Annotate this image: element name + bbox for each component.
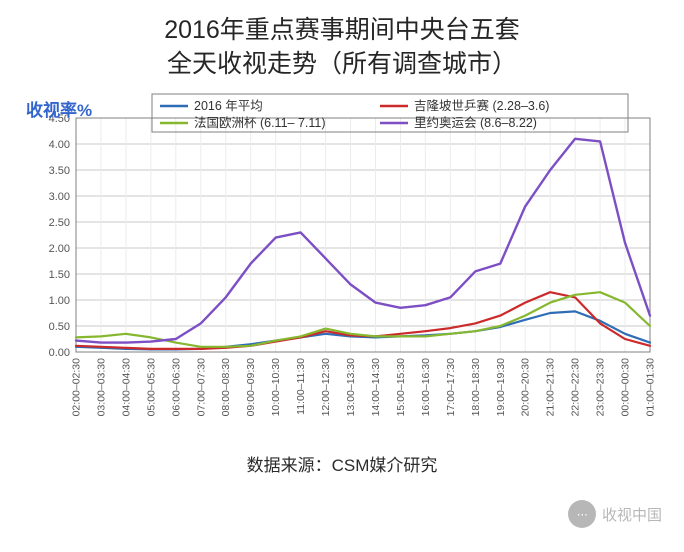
- svg-text:0.50: 0.50: [49, 321, 70, 333]
- svg-text:0.00: 0.00: [49, 347, 70, 359]
- svg-text:21:00–21:30: 21:00–21:30: [545, 357, 557, 416]
- svg-text:3.50: 3.50: [49, 165, 70, 177]
- line-chart: 0.000.501.001.502.002.503.003.504.004.50…: [20, 92, 662, 432]
- svg-text:10:00–10:30: 10:00–10:30: [270, 357, 282, 416]
- svg-text:15:00–15:30: 15:00–15:30: [395, 357, 407, 416]
- svg-text:07:00–07:30: 07:00–07:30: [195, 357, 207, 416]
- svg-text:11:00–11:30: 11:00–11:30: [295, 357, 307, 414]
- svg-text:05:00–05:30: 05:00–05:30: [145, 357, 157, 416]
- svg-text:22:00–22:30: 22:00–22:30: [570, 357, 582, 416]
- svg-text:03:00–03:30: 03:00–03:30: [95, 357, 107, 416]
- watermark-text: 收视中国: [602, 504, 662, 525]
- svg-text:2016 年平均: 2016 年平均: [194, 99, 263, 113]
- svg-text:01:00–01:30: 01:00–01:30: [645, 357, 657, 416]
- svg-text:2.00: 2.00: [49, 243, 70, 255]
- svg-text:里约奥运会 (8.6–8.22): 里约奥运会 (8.6–8.22): [414, 115, 537, 130]
- chart-area: 收视率% 0.00 0.50 1.00 1.50 2.00 2.50 3.00 3.50 4.0…: [20, 92, 664, 437]
- svg-text:1.50: 1.50: [49, 269, 70, 281]
- svg-text:20:00–20:30: 20:00–20:30: [520, 357, 532, 416]
- title-line-1: 2016年重点赛事期间中央台五套: [0, 14, 684, 48]
- svg-text:3.00: 3.00: [49, 191, 70, 203]
- svg-text:4.00: 4.00: [49, 139, 70, 151]
- svg-text:06:00–06:30: 06:00–06:30: [170, 357, 182, 416]
- y-axis-title: 收视率%: [26, 96, 92, 121]
- svg-text:14:00–14:30: 14:00–14:30: [370, 357, 382, 416]
- svg-text:2.50: 2.50: [49, 217, 70, 229]
- wechat-icon: ⋯: [568, 500, 596, 528]
- data-source: 数据来源：CSM媒介研究: [0, 451, 684, 476]
- svg-text:13:00–13:30: 13:00–13:30: [345, 357, 357, 416]
- svg-text:1.00: 1.00: [49, 295, 70, 307]
- svg-text:02:00–02:30: 02:00–02:30: [71, 357, 83, 416]
- svg-text:09:00–09:30: 09:00–09:30: [245, 357, 257, 416]
- chart-title: 2016年重点赛事期间中央台五套 全天收视走势（所有调查城市）: [0, 0, 684, 82]
- svg-text:法国欧洲杯 (6.11– 7.11): 法国欧洲杯 (6.11– 7.11): [194, 116, 326, 130]
- svg-text:吉隆坡世乒赛 (2.28–3.6): 吉隆坡世乒赛 (2.28–3.6): [414, 98, 549, 113]
- svg-text:00:00–00:30: 00:00–00:30: [620, 357, 632, 416]
- svg-text:18:00–18:30: 18:00–18:30: [470, 357, 482, 416]
- svg-text:19:00–19:30: 19:00–19:30: [495, 357, 507, 416]
- title-line-2: 全天收视走势（所有调查城市）: [0, 48, 684, 82]
- svg-text:23:00–23:30: 23:00–23:30: [595, 357, 607, 416]
- svg-text:04:00–04:30: 04:00–04:30: [120, 357, 132, 416]
- svg-text:12:00–12:30: 12:00–12:30: [320, 357, 332, 416]
- svg-text:16:00–16:30: 16:00–16:30: [420, 357, 432, 416]
- watermark: ⋯ 收视中国: [568, 500, 662, 528]
- svg-text:08:00–08:30: 08:00–08:30: [220, 357, 232, 416]
- svg-text:17:00–17:30: 17:00–17:30: [445, 357, 457, 416]
